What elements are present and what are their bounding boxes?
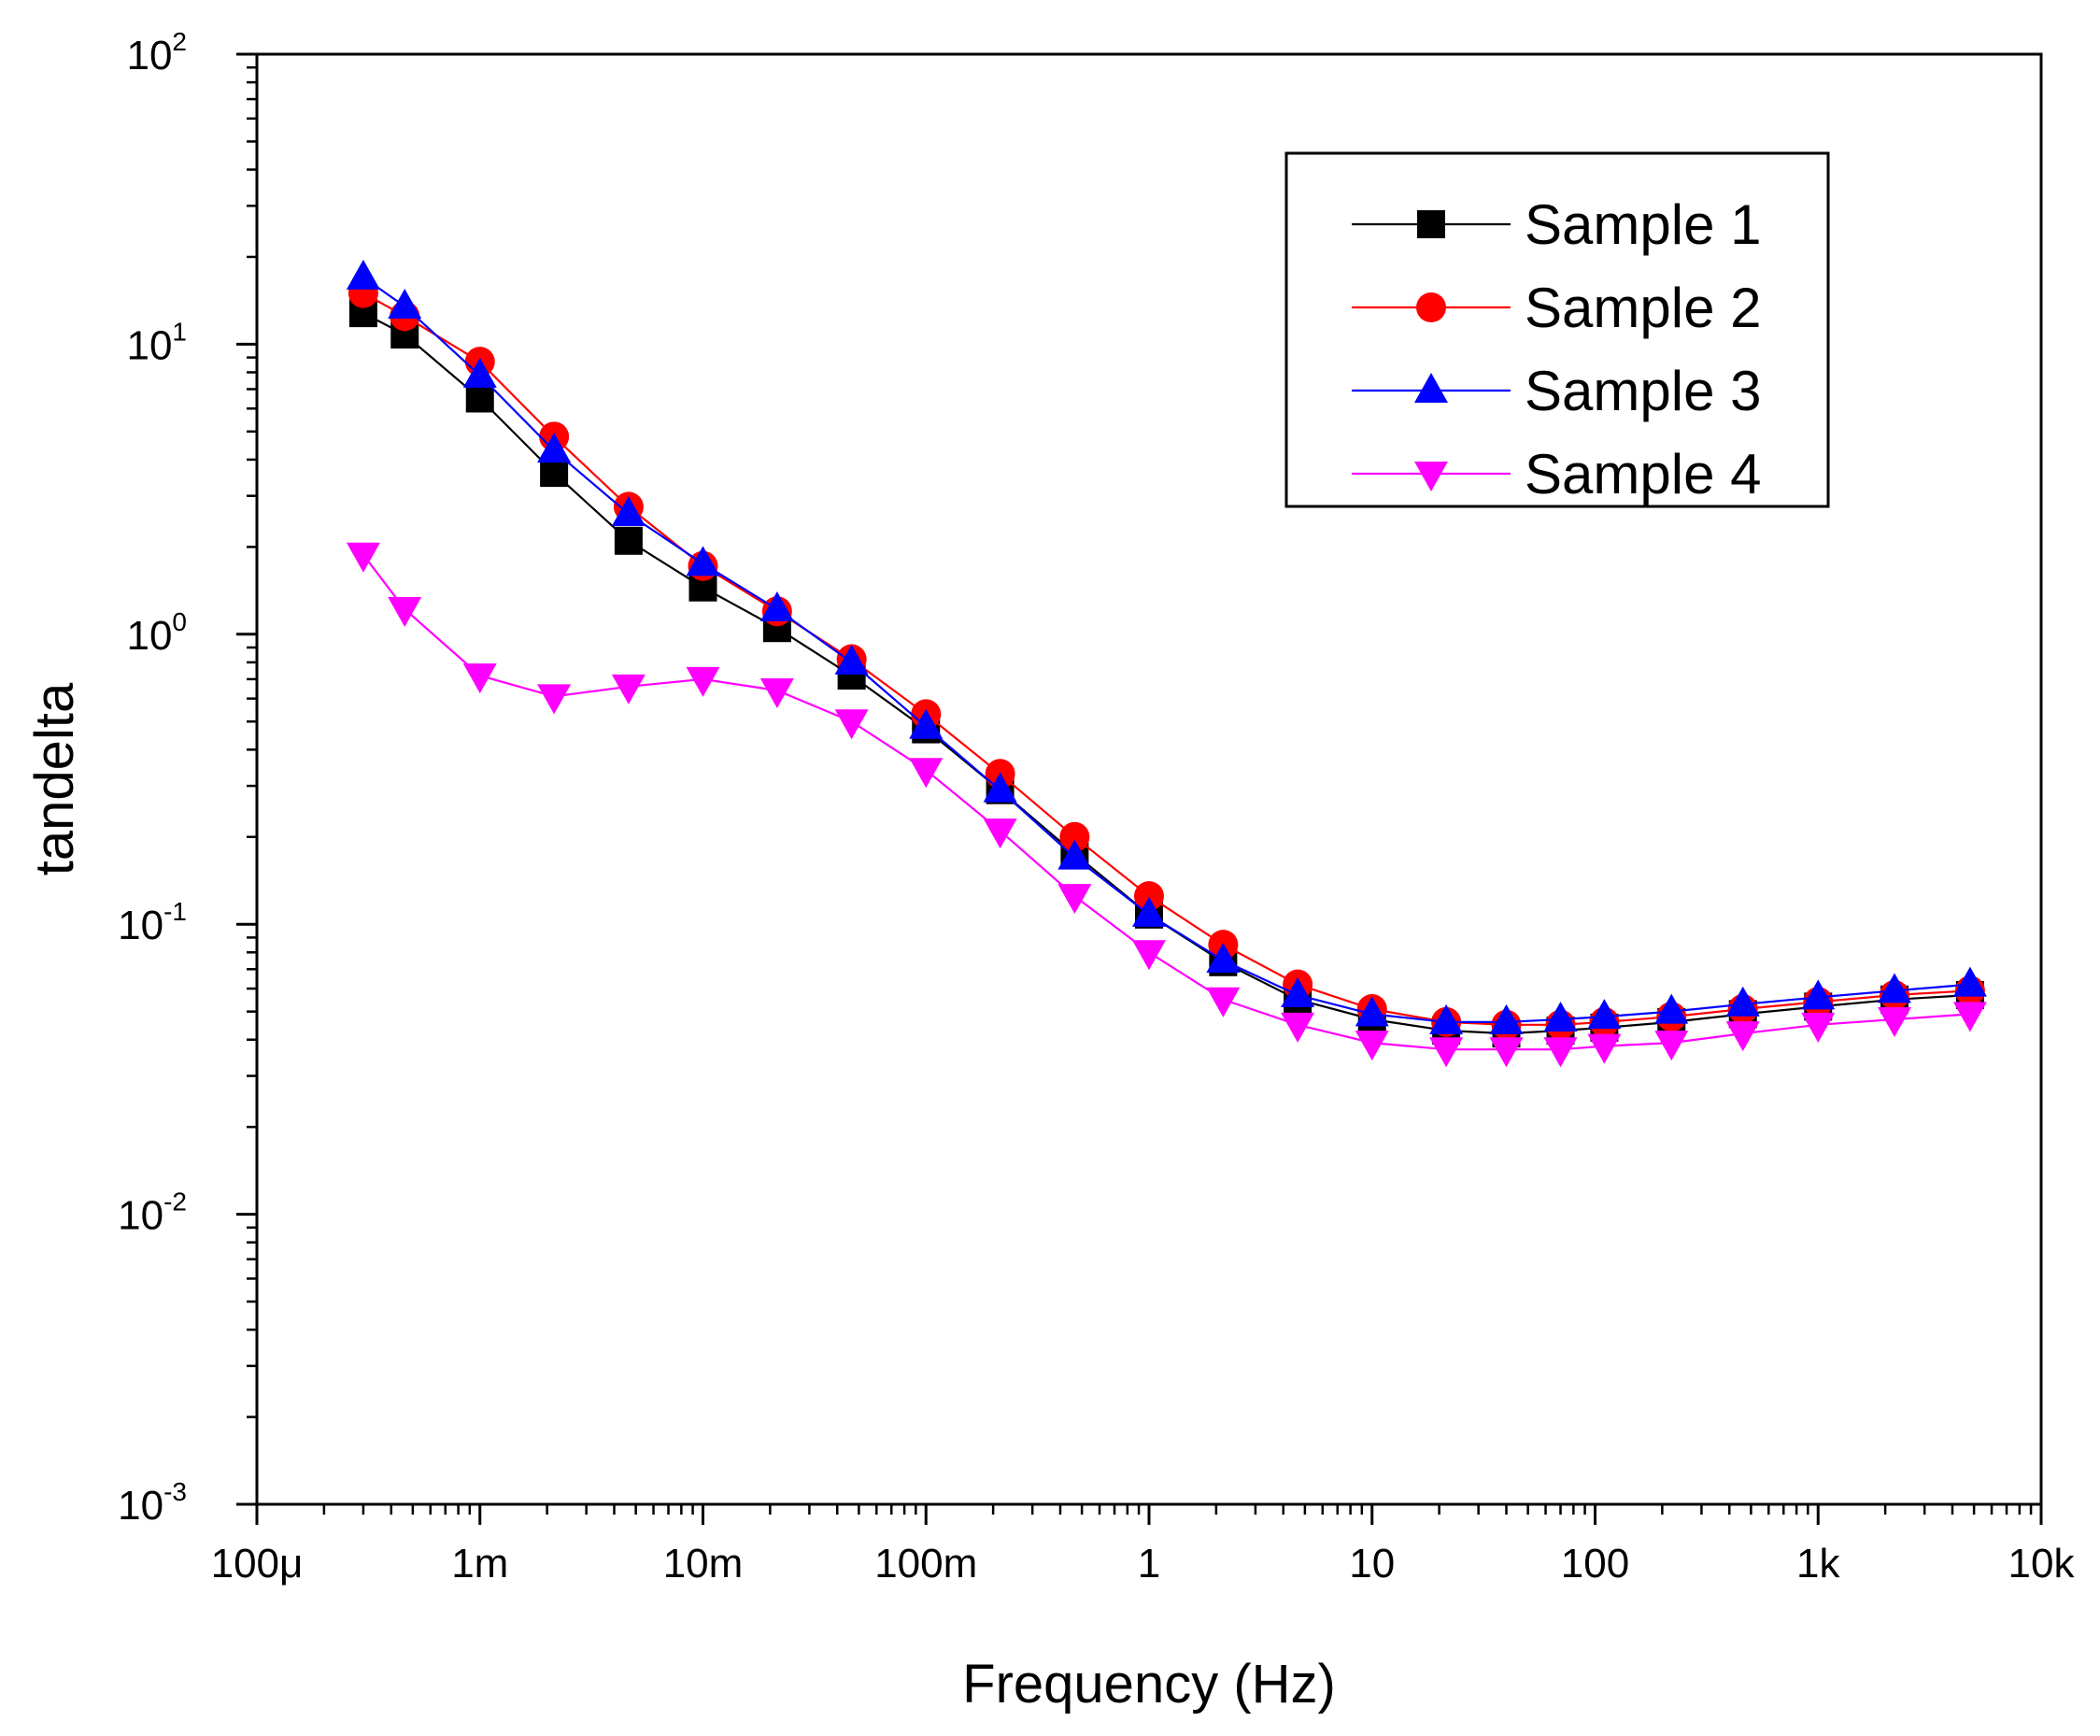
series-4-line (362, 554, 1970, 1051)
legend-entry-3: Sample 3 (1352, 360, 1761, 422)
series-3-point (1587, 999, 1622, 1030)
series-1-point (614, 526, 643, 555)
x-axis-title: Frequency (Hz) (962, 1654, 1336, 1715)
series-3-point (1654, 993, 1689, 1024)
x-tick-label: 10 (1349, 1541, 1395, 1587)
series-3-point (388, 288, 422, 319)
series-4-point (537, 684, 572, 715)
series-4-point (462, 663, 497, 694)
legend-entry-4: Sample 4 (1352, 443, 1761, 505)
x-tick-label: 10m (663, 1541, 744, 1587)
series-4-point (1281, 1012, 1315, 1043)
series-3-point (1355, 996, 1389, 1027)
legend-label: Sample 4 (1525, 443, 1761, 505)
series-4-point (834, 709, 869, 740)
series-3-point (1952, 966, 1987, 997)
y-tick-label: 101 (126, 317, 187, 368)
series-4-point (983, 818, 1017, 849)
series-4-point (1543, 1037, 1578, 1068)
series-3-line (362, 276, 1970, 1024)
y-tick-label: 102 (126, 27, 187, 78)
x-tick-label: 1m (451, 1541, 508, 1587)
series-3-point (1489, 1003, 1524, 1034)
series-2-point (1059, 821, 1090, 852)
legend-entry-1: Sample 1 (1352, 193, 1761, 256)
y-axis-title: tandelta (24, 682, 85, 875)
series-4-point (346, 542, 380, 573)
series-3-point (1206, 942, 1241, 973)
series-4-point (759, 677, 794, 708)
series-3-point (909, 708, 944, 739)
series-4-point (1132, 940, 1166, 971)
legend-marker (1414, 462, 1448, 491)
legend-label: Sample 3 (1525, 360, 1761, 422)
series-4-point (1206, 987, 1241, 1017)
series-4-point (1489, 1037, 1524, 1068)
x-tick-label: 10k (2008, 1541, 2076, 1587)
legend-marker (1414, 373, 1448, 403)
series-4-point (611, 674, 646, 704)
series-3-point (983, 772, 1017, 803)
legend-box (1284, 151, 1830, 508)
series-4 (346, 542, 1987, 1068)
legend-label: Sample 1 (1525, 193, 1761, 256)
series-3-point (1132, 896, 1166, 927)
series-3-point (686, 546, 720, 576)
legend-marker (1417, 210, 1445, 238)
series-3-point (1543, 1001, 1578, 1032)
series-3-point (1057, 839, 1092, 870)
legend-label: Sample 2 (1525, 277, 1761, 339)
series-4-point (1801, 1012, 1836, 1043)
x-tick-label: 100m (874, 1541, 977, 1587)
series-4-point (1725, 1021, 1760, 1052)
series-4-point (1355, 1031, 1389, 1061)
legend-marker (1416, 292, 1446, 322)
series-4-point (1878, 1006, 1912, 1037)
series-4-point (1654, 1031, 1689, 1061)
y-tick-label: 10-1 (118, 897, 187, 948)
series-4-point (686, 666, 720, 697)
series-4-point (388, 596, 422, 627)
series-3-point (346, 259, 380, 290)
series-4-point (1952, 1002, 1987, 1032)
series-3-point (1725, 986, 1760, 1017)
x-tick-label: 100μ (211, 1541, 304, 1587)
series-3-point (834, 644, 869, 675)
series-3-point (537, 433, 572, 463)
legend-entry-2: Sample 2 (1352, 277, 1761, 339)
y-tick-label: 10-3 (118, 1477, 187, 1529)
series-3-point (759, 591, 794, 621)
series-4-point (1057, 884, 1092, 915)
series-2-point (1134, 881, 1164, 912)
series-4-point (1587, 1033, 1622, 1064)
series-3-point (1878, 973, 1912, 1003)
series-4-point (1429, 1037, 1464, 1068)
series-3-point (611, 495, 646, 526)
y-tick-label: 100 (126, 607, 187, 659)
series-3-point (1801, 979, 1836, 1010)
series-4-point (909, 758, 944, 789)
series-1-point (465, 384, 494, 413)
x-tick-label: 1 (1138, 1541, 1160, 1587)
series-1-point (540, 459, 569, 488)
series-3-point (1281, 976, 1315, 1007)
x-tick-label: 100 (1561, 1541, 1629, 1587)
x-tick-label: 1k (1796, 1541, 1840, 1587)
series-3-point (1429, 1003, 1464, 1034)
series-3-point (462, 357, 497, 388)
y-tick-label: 10-2 (118, 1188, 187, 1239)
series-3 (346, 259, 1987, 1034)
